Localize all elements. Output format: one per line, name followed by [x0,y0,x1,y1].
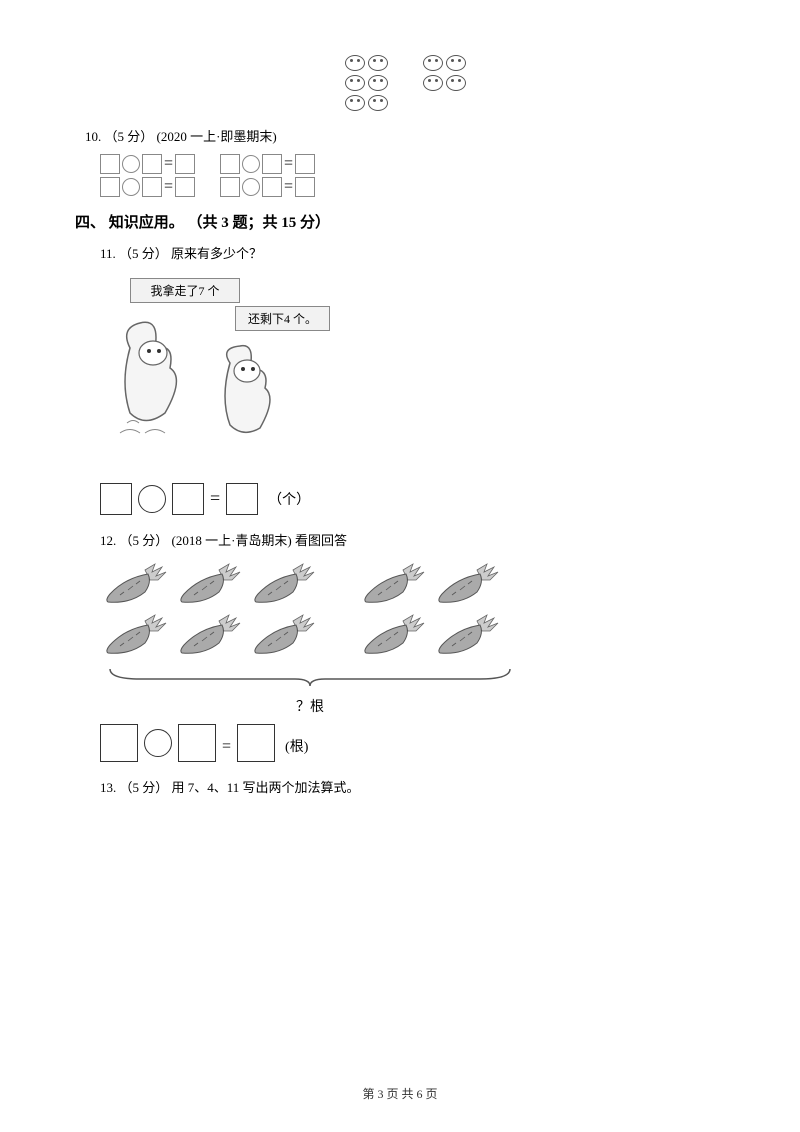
question-11: 11. （5 分） 原来有多少个？ 我拿走了7 个 还剩下4 个。 = （个） [85,242,715,514]
carrots-figure: ？根 [100,562,520,716]
q10-equations: = = = = [100,154,715,197]
q10-points: （5 分） [105,129,154,144]
page-footer: 第 3 页 共 6 页 [0,1085,800,1102]
q10-prefix: 10. [85,129,101,144]
question-10: 10. （5 分） (2020 一上·即墨期末) = = = = [85,125,715,197]
q12-prefix: 12. [100,533,116,548]
unit-label: （个） [268,489,310,509]
carrot-icon [100,613,170,658]
curly-brace [100,664,520,694]
carrot-icon [100,562,170,607]
smiley-group-right [423,55,466,111]
smiley-group-left [345,55,388,111]
q10-source: (2020 一上·即墨期末) [157,129,277,144]
equation-box: = [100,177,195,197]
q13-prefix: 13. [100,780,116,795]
answer-box [172,483,204,515]
answer-box [100,724,138,762]
smiley-groups [345,55,466,111]
answer-box [237,724,275,762]
section-meta: （共 3 题；共 15 分） [188,215,331,231]
q13-points: （5 分） [120,780,169,795]
answer-box [178,724,216,762]
carrot-icon [432,562,502,607]
question-12: 12. （5 分） (2018 一上·青岛期末) 看图回答 [85,529,715,762]
carrot-icon [248,562,318,607]
section-num: 四、 [75,215,105,231]
carrot-icon [432,613,502,658]
question-13: 13. （5 分） 用 7、4、11 写出两个加法算式。 [85,776,715,799]
equation-box: = [220,177,315,197]
q11-figure: 我拿走了7 个 还剩下4 个。 [100,278,715,473]
q12-equation: = (根) [100,724,715,762]
brace-label: ？根 [100,696,520,716]
operator-box [138,485,166,513]
unit-label: (根) [285,736,308,756]
q13-text: 用 7、4、11 写出两个加法算式。 [172,780,360,795]
q12-source: (2018 一上·青岛期末) [172,533,292,548]
q11-equation: = （个） [100,483,715,515]
q12-text: 看图回答 [295,533,347,548]
section-4-heading: 四、 知识应用。 （共 3 题；共 15 分） [75,211,715,232]
q11-prefix: 11. [100,246,116,261]
q12-points: （5 分） [120,533,169,548]
equation-box: = [100,154,195,174]
carrot-icon [358,562,428,607]
q11-points: （5 分） [119,246,168,261]
answer-box [100,483,132,515]
speech-bubble-2: 还剩下4 个。 [235,306,330,331]
carrot-icon [174,562,244,607]
operator-box [144,729,172,757]
carrot-icon [248,613,318,658]
squirrel-icon [215,343,290,443]
answer-box [226,483,258,515]
speech-bubble-1: 我拿走了7 个 [130,278,240,303]
squirrel-icon [115,318,200,438]
q11-text: 原来有多少个？ [171,246,262,261]
carrot-icon [358,613,428,658]
equation-box: = [220,154,315,174]
carrot-icon [174,613,244,658]
section-title: 知识应用。 [109,215,184,231]
